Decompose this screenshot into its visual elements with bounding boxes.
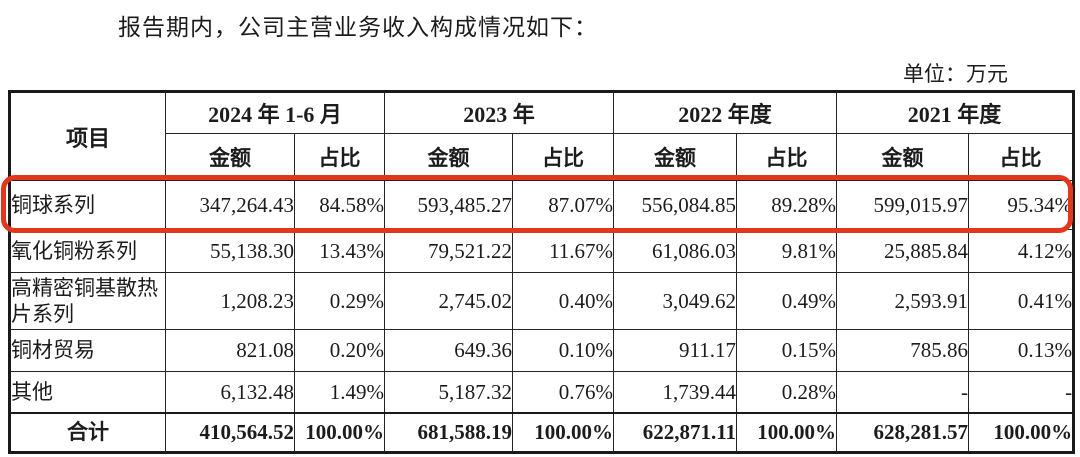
cell-ratio: 100.00% [512, 412, 615, 453]
row-item-label: 铜材贸易 [9, 329, 166, 372]
cell-amount: 2,745.02 [384, 272, 514, 330]
row-item-label: 铜球系列 [9, 180, 166, 230]
cell-amount: 649.36 [384, 329, 514, 372]
header-amount-2023: 金额 [384, 133, 514, 181]
cell-ratio: 1.49% [293, 371, 386, 414]
cell-amount: 785.86 [836, 329, 970, 372]
unit-label: 单位：万元 [903, 62, 1008, 86]
intro-text: 报告期内，公司主营业务收入构成情况如下： [118, 15, 598, 40]
cell-ratio: 0.76% [512, 371, 615, 414]
header-ratio-2022: 占比 [736, 133, 838, 181]
cell-amount: 599,015.97 [836, 180, 970, 230]
cell-ratio: - [968, 371, 1075, 414]
cell-amount: 1,739.44 [613, 371, 738, 414]
row-item-label: 高精密铜基散热片系列 [9, 272, 166, 330]
cell-amount: 61,086.03 [613, 229, 738, 273]
cell-amount: 5,187.32 [384, 371, 514, 414]
cell-ratio: 4.12% [968, 229, 1075, 273]
cell-amount: 622,871.11 [613, 412, 738, 453]
total-label: 合计 [9, 412, 166, 453]
cell-amount: 347,264.43 [165, 180, 295, 230]
table-row-others: 其他 6,132.48 1.49% 5,187.32 0.76% 1,739.4… [9, 371, 1075, 414]
cell-ratio: 95.34% [968, 180, 1075, 230]
cell-ratio: 84.58% [293, 180, 386, 230]
cell-amount: 1,208.23 [165, 272, 295, 330]
table-row-copper-trade: 铜材贸易 821.08 0.20% 649.36 0.10% 911.17 0.… [9, 329, 1075, 372]
cell-ratio: 100.00% [736, 412, 838, 453]
cell-amount: 3,049.62 [613, 272, 738, 330]
cell-ratio: 0.10% [512, 329, 615, 372]
cell-amount: 2,593.91 [836, 272, 970, 330]
table-row-copper-oxide-powder: 氧化铜粉系列 55,138.30 13.43% 79,521.22 11.67%… [9, 229, 1075, 273]
header-period-2023: 2023 年 [384, 91, 615, 134]
cell-ratio: 9.81% [736, 229, 838, 273]
header-period-2022: 2022 年度 [613, 91, 838, 134]
cell-amount: 628,281.57 [836, 412, 970, 453]
cell-ratio: 87.07% [512, 180, 615, 230]
cell-amount: 821.08 [165, 329, 295, 372]
cell-ratio: 0.40% [512, 272, 615, 330]
cell-ratio: 0.41% [968, 272, 1075, 330]
header-ratio-2024: 占比 [293, 133, 386, 181]
row-item-label: 氧化铜粉系列 [9, 229, 166, 273]
cell-ratio: 100.00% [293, 412, 386, 453]
cell-ratio: 0.13% [968, 329, 1075, 372]
cell-ratio: 13.43% [293, 229, 386, 273]
header-amount-2022: 金额 [613, 133, 738, 181]
table-row-copper-balls: 铜球系列 347,264.43 84.58% 593,485.27 87.07%… [9, 180, 1075, 230]
table-row-total: 合计 410,564.52 100.00% 681,588.19 100.00%… [9, 412, 1075, 453]
cell-ratio: 0.28% [736, 371, 838, 414]
cell-ratio: 0.49% [736, 272, 838, 330]
header-amount-2024: 金额 [165, 133, 295, 181]
header-ratio-2021: 占比 [968, 133, 1075, 181]
cell-amount: 6,132.48 [165, 371, 295, 414]
cell-amount: - [836, 371, 970, 414]
cell-amount: 593,485.27 [384, 180, 514, 230]
cell-ratio: 100.00% [968, 412, 1075, 453]
header-ratio-2023: 占比 [512, 133, 615, 181]
cell-amount: 79,521.22 [384, 229, 514, 273]
cell-ratio: 0.15% [736, 329, 838, 372]
cell-ratio: 89.28% [736, 180, 838, 230]
header-item-column: 项目 [9, 91, 166, 181]
cell-ratio: 11.67% [512, 229, 615, 273]
header-period-2024: 2024 年 1-6 月 [164, 91, 386, 134]
cell-amount: 55,138.30 [165, 229, 295, 273]
revenue-composition-table: 项目 2024 年 1-6 月 2023 年 2022 年度 2021 年度 金… [8, 90, 1076, 454]
header-row-periods: 项目 2024 年 1-6 月 2023 年 2022 年度 2021 年度 [9, 91, 1075, 181]
header-amount-2021: 金额 [836, 133, 970, 181]
cell-amount: 410,564.52 [165, 412, 295, 453]
cell-amount: 911.17 [613, 329, 738, 372]
row-item-label: 其他 [9, 371, 166, 414]
cell-ratio: 0.29% [293, 272, 386, 330]
cell-ratio: 0.20% [293, 329, 386, 372]
cell-amount: 25,885.84 [836, 229, 970, 273]
cell-amount: 681,588.19 [384, 412, 514, 453]
cell-amount: 556,084.85 [613, 180, 738, 230]
header-period-2021: 2021 年度 [836, 91, 1075, 134]
table-row-heat-sink-series: 高精密铜基散热片系列 1,208.23 0.29% 2,745.02 0.40%… [9, 272, 1075, 330]
header-row-subcolumns: 金额 占比 金额 占比 金额 占比 金额 占比 [10, 133, 1075, 181]
